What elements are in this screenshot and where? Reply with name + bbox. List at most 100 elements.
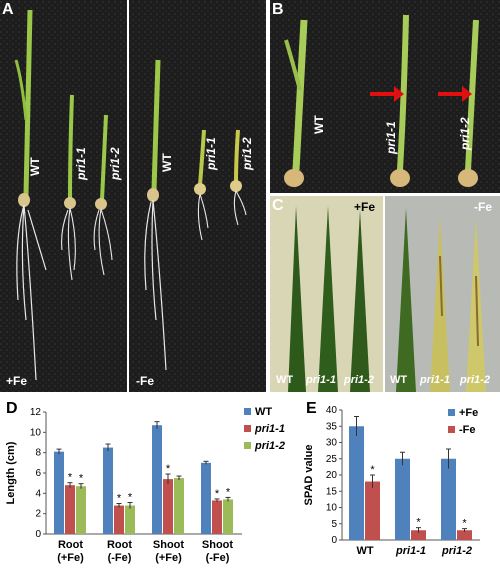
panel-e: 0 5 10 15 20 25 30 35 40 SPAD value * WT * pri1-1 * pri… xyxy=(300,398,500,582)
y-tick-label: 0 xyxy=(331,535,337,546)
y-tick-label: 30 xyxy=(326,438,338,449)
y-tick-label: 25 xyxy=(326,454,338,465)
bar xyxy=(223,499,233,534)
significance-star: * xyxy=(79,473,84,485)
seedlings-photo-b xyxy=(270,0,500,193)
panel-c-letter: C xyxy=(272,197,284,214)
label-wt-c-right: WT xyxy=(390,374,408,386)
significance-star: * xyxy=(128,491,133,503)
label-pri1-2-c-right: pri1-2 xyxy=(460,374,490,386)
label-pri1-1-c-right: pri1-1 xyxy=(420,374,450,386)
chart-e: 0 5 10 15 20 25 30 35 40 SPAD value * WT * pri1-1 * pri… xyxy=(303,405,480,557)
label-wt-plus-fe: WT xyxy=(28,157,42,176)
legend-label: +Fe xyxy=(459,407,478,419)
y-tick-label: 10 xyxy=(326,503,338,514)
bar xyxy=(395,458,410,540)
significance-star: * xyxy=(462,518,467,530)
legend-swatch xyxy=(244,408,251,415)
x-tick-label: Shoot xyxy=(153,539,184,551)
label-wt-minus-fe: WT xyxy=(160,153,174,172)
legend-swatch xyxy=(244,425,251,432)
x-tick-label: (+Fe) xyxy=(57,552,84,564)
label-wt-b: WT xyxy=(312,115,326,134)
panel-e-letter: E xyxy=(306,400,317,417)
label-pri1-1-minus-fe: pri1-1 xyxy=(204,137,218,170)
x-tick-label: (+Fe) xyxy=(155,552,182,564)
condition-plus-fe-c: +Fe xyxy=(354,200,376,214)
condition-minus-fe-c: -Fe xyxy=(474,200,492,214)
bar xyxy=(457,530,472,540)
panel-a-letter: A xyxy=(2,1,14,18)
bar xyxy=(174,478,184,534)
legend-label: pri1-1 xyxy=(254,423,285,435)
legend-label: -Fe xyxy=(459,424,476,436)
y-tick-label: 0 xyxy=(35,529,41,540)
significance-star: * xyxy=(117,493,122,505)
legend-swatch xyxy=(244,442,251,449)
panel-b: B WT pri1-1 pri1-2 xyxy=(270,0,500,193)
condition-minus-fe: -Fe xyxy=(136,374,154,388)
y-tick-label: 8 xyxy=(35,448,41,459)
y-axis-label: Length (cm) xyxy=(5,441,17,504)
x-tick-label: (-Fe) xyxy=(108,552,132,564)
bar xyxy=(365,481,380,540)
label-wt-c-left: WT xyxy=(276,374,294,386)
label-pri1-2-c-left: pri1-2 xyxy=(344,374,374,386)
significance-star: * xyxy=(166,463,171,475)
label-pri1-2-minus-fe: pri1-2 xyxy=(240,137,254,170)
y-tick-label: 15 xyxy=(326,486,338,497)
bar xyxy=(103,447,113,534)
x-tick-label: Root xyxy=(58,539,83,551)
x-tick-label: pri1-1 xyxy=(395,545,426,557)
y-tick-label: 5 xyxy=(331,519,337,530)
bar xyxy=(125,505,135,534)
significance-star: * xyxy=(226,486,231,498)
bar xyxy=(212,500,222,534)
y-tick-label: 2 xyxy=(35,509,41,520)
y-tick-label: 20 xyxy=(326,470,338,481)
label-pri1-1-b: pri1-1 xyxy=(384,121,398,154)
y-axis-label: SPAD value xyxy=(303,445,315,506)
legend-swatch xyxy=(448,409,455,416)
bar xyxy=(76,486,86,534)
label-pri1-1-c-left: pri1-1 xyxy=(306,374,336,386)
panel-b-letter: B xyxy=(272,1,284,18)
panel-a: A WT pri1-1 pri1-2 WT pri1-1 pri1-2 +Fe … xyxy=(0,0,266,392)
legend-swatch xyxy=(448,426,455,433)
y-tick-label: 10 xyxy=(30,427,42,438)
x-tick-label: Root xyxy=(107,539,132,551)
bar xyxy=(54,451,64,534)
significance-star: * xyxy=(416,517,421,529)
label-pri1-1-plus-fe: pri1-1 xyxy=(74,147,88,180)
x-tick-label: pri1-2 xyxy=(441,545,472,557)
label-pri1-2-b: pri1-2 xyxy=(458,117,472,150)
panel-c: C +Fe -Fe WT pri1-1 pri1-2 WT pri1-1 pri… xyxy=(270,196,500,392)
bar xyxy=(114,505,124,534)
y-tick-label: 6 xyxy=(35,468,41,479)
significance-star: * xyxy=(68,472,73,484)
legend-label: pri1-2 xyxy=(254,440,285,452)
legend-label: WT xyxy=(255,406,272,418)
bar xyxy=(441,458,456,540)
y-tick-label: 12 xyxy=(30,407,42,418)
y-tick-label: 40 xyxy=(326,405,338,416)
x-tick-label: (-Fe) xyxy=(206,552,230,564)
bar xyxy=(152,425,162,534)
condition-plus-fe: +Fe xyxy=(6,374,28,388)
bar xyxy=(163,479,173,534)
significance-star: * xyxy=(215,488,220,500)
label-pri1-2-plus-fe: pri1-2 xyxy=(108,147,122,180)
y-tick-label: 35 xyxy=(326,421,338,432)
y-tick-label: 4 xyxy=(35,488,41,499)
leaves-photo-c xyxy=(270,196,500,392)
x-tick-label: WT xyxy=(356,545,373,557)
panel-d-letter: D xyxy=(6,400,18,417)
seedlings-photo-a xyxy=(0,0,266,392)
bar xyxy=(201,462,211,534)
significance-star: * xyxy=(370,464,375,476)
bar xyxy=(411,530,426,540)
bar xyxy=(349,426,364,540)
x-tick-label: Shoot xyxy=(202,539,233,551)
